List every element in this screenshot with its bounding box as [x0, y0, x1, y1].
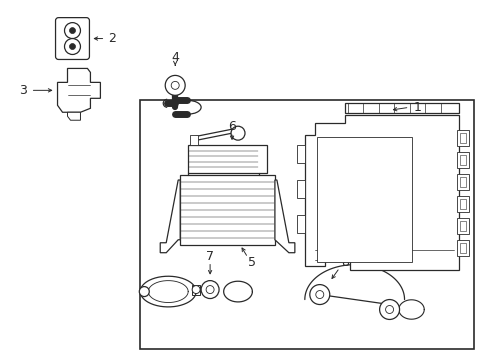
- Circle shape: [69, 44, 75, 50]
- Polygon shape: [160, 180, 180, 253]
- Circle shape: [309, 285, 329, 305]
- Bar: [188, 145, 266, 173]
- Circle shape: [165, 75, 185, 95]
- Bar: [459, 199, 466, 209]
- Bar: [316, 137, 411, 262]
- Bar: [456, 130, 468, 146]
- Bar: [140, 100, 473, 349]
- Polygon shape: [58, 68, 100, 112]
- Text: 4: 4: [171, 51, 179, 64]
- Circle shape: [230, 126, 244, 140]
- Circle shape: [315, 291, 323, 298]
- Bar: [459, 177, 466, 187]
- Circle shape: [379, 300, 399, 319]
- Polygon shape: [304, 115, 458, 270]
- FancyBboxPatch shape: [56, 18, 89, 59]
- Bar: [192, 285, 200, 294]
- Circle shape: [201, 280, 219, 298]
- Bar: [296, 215, 304, 233]
- Bar: [459, 133, 466, 143]
- Circle shape: [64, 39, 81, 54]
- Bar: [190, 135, 198, 145]
- Text: 1: 1: [413, 101, 421, 114]
- Polygon shape: [274, 180, 294, 253]
- Bar: [296, 145, 304, 163]
- Text: 8: 8: [340, 256, 348, 269]
- Text: 5: 5: [247, 256, 255, 269]
- Bar: [456, 240, 468, 256]
- Bar: [456, 218, 468, 234]
- Circle shape: [64, 23, 81, 39]
- Bar: [459, 221, 466, 231]
- Circle shape: [385, 306, 393, 314]
- Circle shape: [139, 287, 149, 297]
- Bar: [456, 174, 468, 190]
- Text: 7: 7: [205, 250, 214, 263]
- Text: 6: 6: [227, 120, 236, 133]
- Polygon shape: [67, 112, 81, 120]
- Circle shape: [192, 285, 200, 293]
- Bar: [180, 175, 274, 245]
- Bar: [296, 180, 304, 198]
- Circle shape: [171, 81, 179, 89]
- Text: 2: 2: [108, 32, 116, 45]
- Circle shape: [205, 285, 214, 293]
- Bar: [459, 243, 466, 253]
- Text: 3: 3: [19, 84, 26, 97]
- Circle shape: [69, 28, 75, 33]
- Bar: [456, 196, 468, 212]
- Bar: [344, 103, 458, 113]
- Bar: [459, 155, 466, 165]
- Bar: [456, 152, 468, 168]
